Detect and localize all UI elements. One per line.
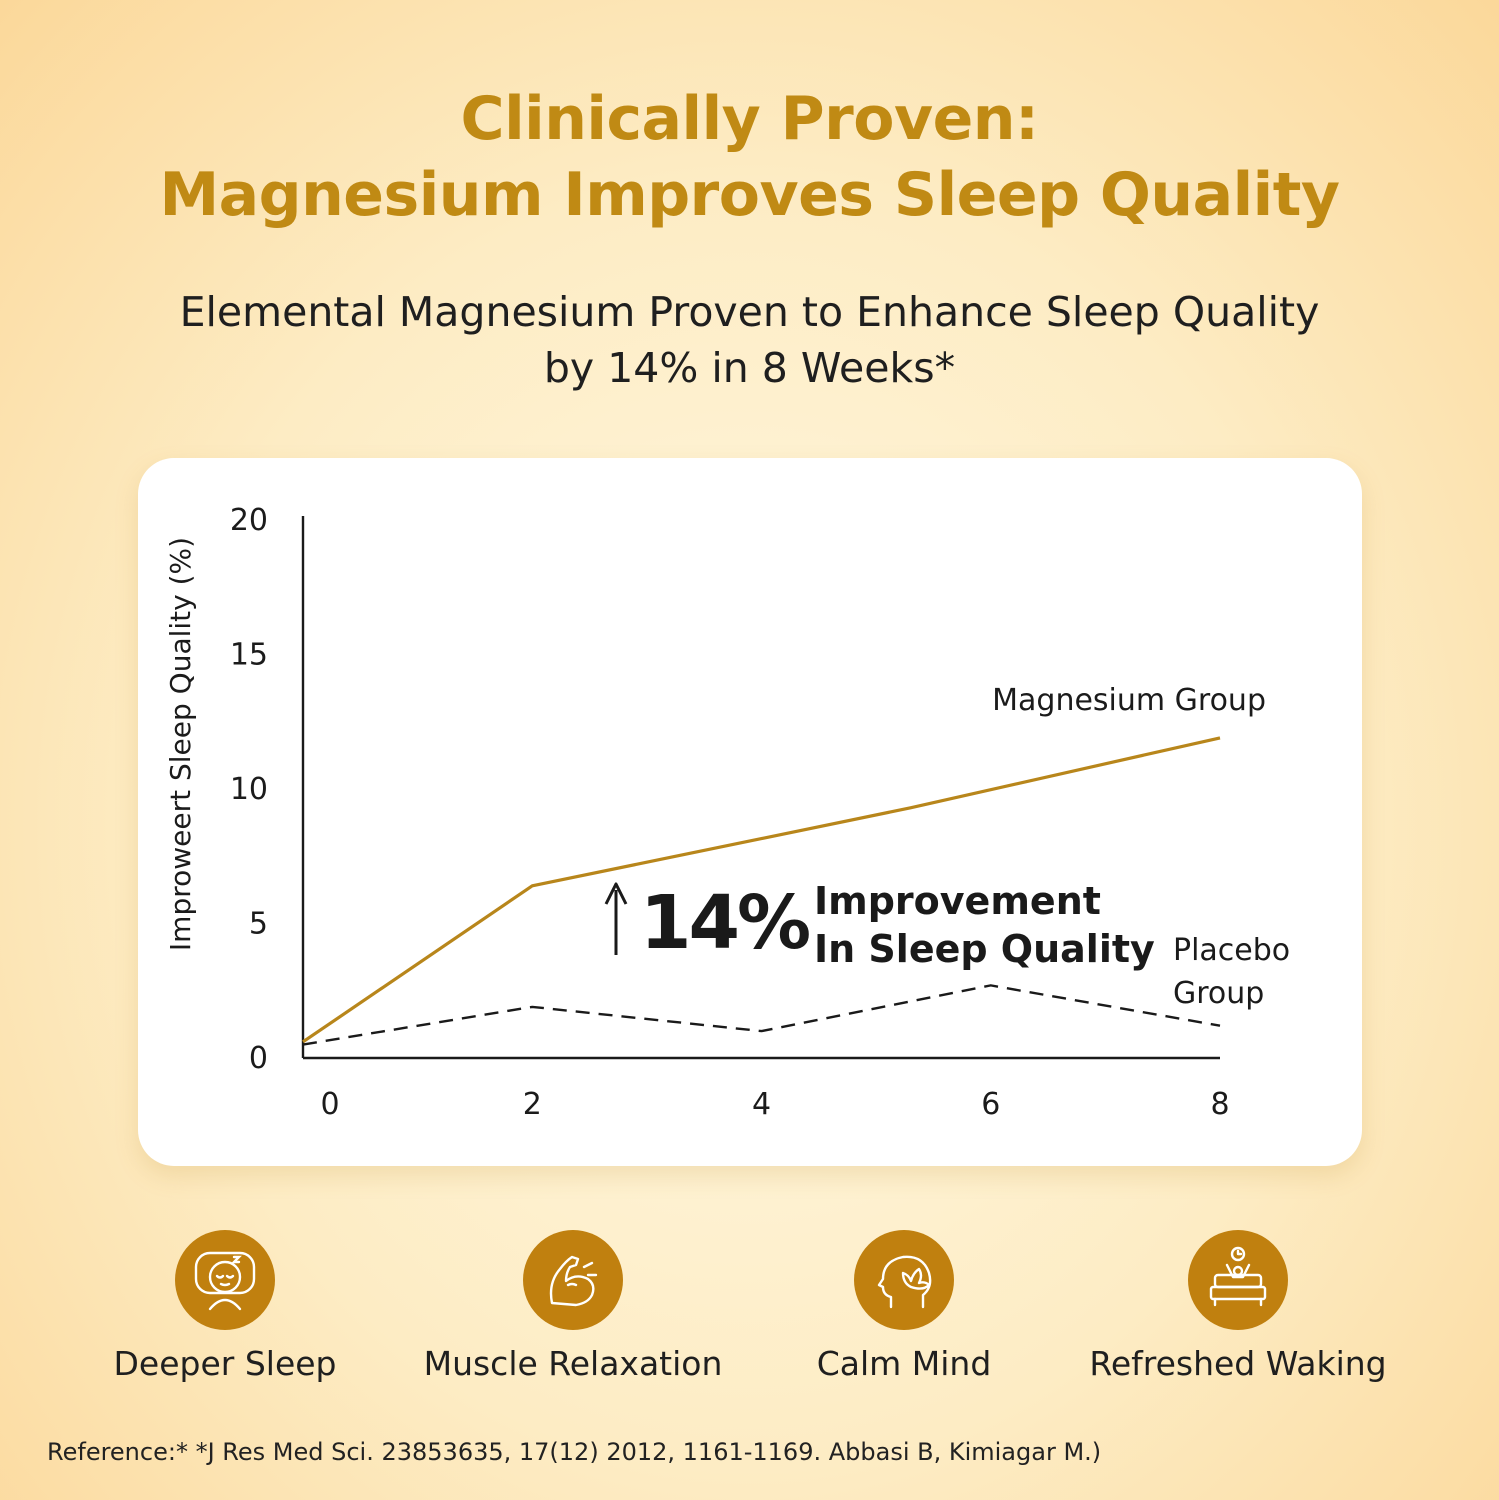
placebo-series-label-line-2: Group — [1173, 976, 1264, 1011]
placebo-series-line — [302, 984, 1221, 1046]
y-tick-label: 5 — [249, 907, 268, 942]
improvement-text-line-2: In Sleep Quality — [814, 927, 1155, 971]
y-tick-label: 0 — [249, 1041, 268, 1076]
x-tick-label: 6 — [981, 1087, 1000, 1122]
benefit-deeper-sleep: Deeper Sleep — [45, 1230, 405, 1383]
x-tick-label: 8 — [1210, 1087, 1229, 1122]
line-chart: 0 5 10 15 20 0 2 4 6 8 Improweert Sleep Quality (%… — [164, 503, 1290, 1122]
placebo-series-label-line-1: Placebo — [1173, 933, 1290, 968]
benefit-refreshed-waking: Refreshed Waking — [1058, 1230, 1418, 1383]
y-tick-label: 20 — [230, 503, 268, 538]
subtitle-line-2: by 14% in 8 Weeks* — [543, 344, 956, 392]
magnesium-series-label: Magnesium Group — [992, 683, 1266, 718]
x-tick-label: 2 — [523, 1087, 542, 1122]
benefit-calm-mind: Calm Mind — [724, 1230, 1084, 1383]
x-tick-label: 4 — [752, 1087, 771, 1122]
benefit-label: Refreshed Waking — [1089, 1344, 1387, 1383]
x-tick-label: 0 — [320, 1087, 339, 1122]
page-title-line-2: Magnesium Improves Sleep Quality — [159, 160, 1340, 230]
improvement-percentage: 14% — [640, 880, 809, 966]
benefit-label: Calm Mind — [816, 1344, 992, 1383]
chart-card: 0 5 10 15 20 0 2 4 6 8 Improweert Sleep Quality (%… — [138, 458, 1362, 1166]
benefit-muscle-relaxation: Muscle Relaxation — [393, 1230, 753, 1383]
page-title-line-1: Clinically Proven: — [460, 84, 1039, 154]
flexed-arm-icon — [523, 1230, 623, 1330]
up-arrow-head — [604, 882, 628, 905]
subtitle-line-1: Elemental Magnesium Proven to Enhance Sl… — [179, 288, 1320, 336]
y-tick-label: 15 — [230, 638, 268, 673]
benefit-label: Muscle Relaxation — [423, 1344, 723, 1383]
alarm-bed-icon — [1188, 1230, 1288, 1330]
y-axis-label: Improweert Sleep Quality (%) — [164, 537, 197, 951]
y-tick-label: 10 — [230, 772, 268, 807]
magnesium-series-line — [302, 736, 1221, 1044]
lotus-head-icon — [854, 1230, 954, 1330]
improvement-text-line-1: Improvement — [814, 879, 1101, 923]
reference-footnote: Reference:* *J Res Med Sci. 23853635, 17… — [47, 1438, 1102, 1466]
sleeping-face-icon — [175, 1230, 275, 1330]
benefit-label: Deeper Sleep — [113, 1344, 337, 1383]
